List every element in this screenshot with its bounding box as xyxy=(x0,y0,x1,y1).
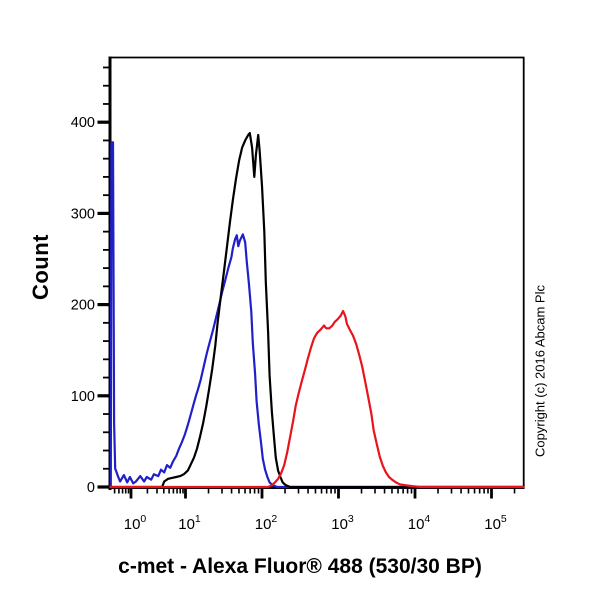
x-tick-label-1e4: 104 xyxy=(408,513,431,533)
x-tick-label-1e1: 101 xyxy=(178,513,201,533)
x-tick-label-1e0: 100 xyxy=(124,513,147,533)
curve-red-curve xyxy=(109,309,525,489)
copyright-notice: Copyright (c) 2016 Abcam Plc xyxy=(532,285,548,457)
curve-black-curve xyxy=(109,132,525,489)
x-tick-label-1e5: 105 xyxy=(484,513,507,533)
y-tick-label-300: 300 xyxy=(71,206,95,222)
y-tick-label-0: 0 xyxy=(87,480,95,496)
curve-blue-curve xyxy=(109,141,525,489)
x-tick-label-1e3: 103 xyxy=(331,513,354,533)
y-tick-label-100: 100 xyxy=(71,389,95,405)
y-tick-label-200: 200 xyxy=(71,298,95,314)
x-tick-label-1e2: 102 xyxy=(255,513,278,533)
y-tick-label-400: 400 xyxy=(71,115,95,131)
x-axis-title: c-met - Alexa Fluor® 488 (530/30 BP) xyxy=(118,555,482,578)
